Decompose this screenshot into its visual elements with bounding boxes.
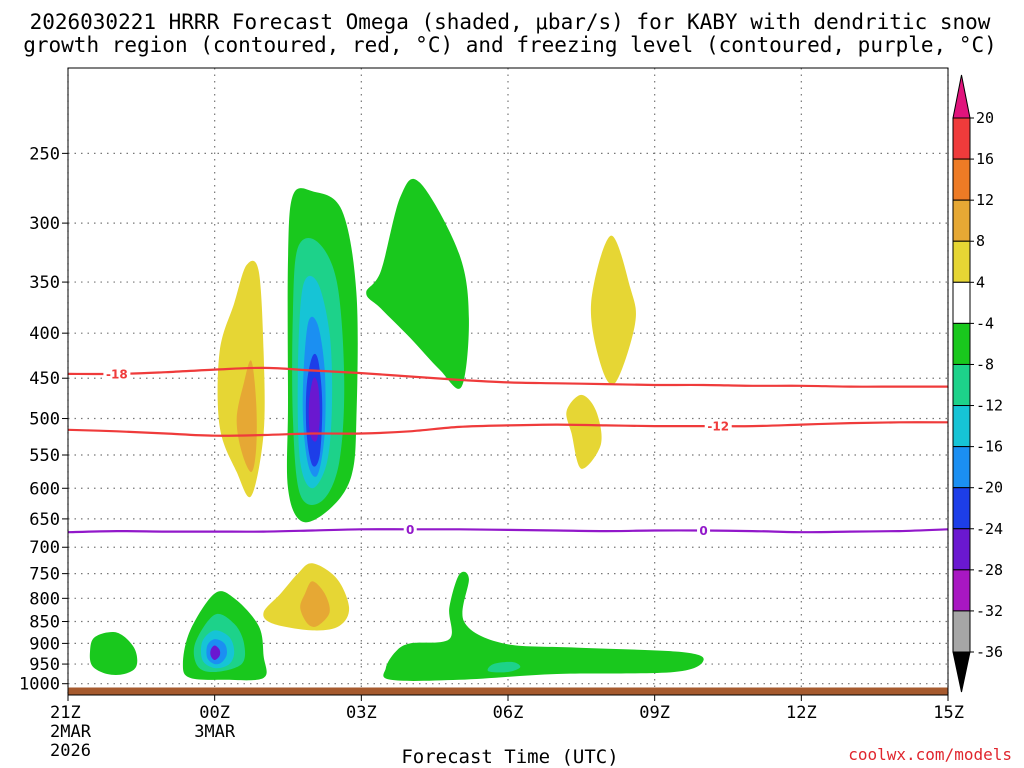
colorbar-label-7: -12	[976, 397, 1003, 415]
colorbar-label-11: -28	[976, 561, 1003, 579]
colorbar-label-6: -8	[976, 355, 994, 373]
colorbar-bin-6	[952, 363, 971, 407]
y-tick-label-950: 950	[29, 655, 60, 675]
colorbar-label-9: -20	[976, 479, 1003, 497]
omega-region-7	[217, 260, 265, 498]
y-tick-label-350: 350	[29, 273, 60, 293]
y-tick-label-700: 700	[29, 538, 60, 558]
colorbar-bottom-arrow	[952, 651, 971, 693]
contour-line-1	[67, 421, 949, 437]
y-tick-label-1000: 1000	[19, 675, 60, 695]
ground-surface	[68, 687, 948, 695]
colorbar-bin-8	[952, 446, 971, 489]
contour-label-bg-3	[697, 523, 711, 538]
x-tick-label-9: 06Z	[493, 703, 524, 723]
x-tick-label-6: 03Z	[346, 703, 377, 723]
y-tick-label-250: 250	[29, 144, 60, 164]
y-tick-label-300: 300	[29, 214, 60, 234]
x-tick-label-12: 09Z	[639, 703, 670, 723]
omega-region-18	[210, 645, 221, 660]
y-tick-label-450: 450	[29, 369, 60, 389]
contour-line-2	[67, 528, 949, 534]
x-tick-date-3: 3MAR	[194, 722, 236, 742]
x-tick-label-15: 12Z	[786, 703, 817, 723]
omega-region-8	[236, 360, 257, 473]
pressure-axis: 2503003504004505005506006507007508008509…	[19, 144, 68, 695]
y-tick-label-800: 800	[29, 589, 60, 609]
y-tick-label-600: 600	[29, 479, 60, 499]
colorbar-label-0: 20	[976, 109, 994, 127]
colorbar-bin-10	[952, 528, 971, 571]
colorbar-label-4: 4	[976, 273, 985, 291]
contour-label-0: -18	[106, 367, 128, 381]
omega-region-10	[566, 394, 602, 469]
y-tick-label-850: 850	[29, 613, 60, 633]
colorbar-label-3: 8	[976, 232, 985, 250]
omega-shaded-regions	[89, 178, 704, 681]
contour-label-bg-2	[403, 522, 417, 537]
colorbar-bin-7	[952, 405, 971, 448]
colorbar-bin-1	[952, 158, 971, 201]
x-axis-label: Forecast Time (UTC)	[401, 746, 618, 768]
y-tick-label-900: 900	[29, 634, 60, 654]
contour-label-2: 0	[406, 523, 414, 537]
omega-region-9	[590, 235, 636, 385]
colorbar-bin-2	[952, 199, 971, 242]
omega-region-13	[89, 632, 138, 675]
contour-line-0	[67, 366, 949, 388]
colorbar-bin-9	[952, 487, 971, 530]
temperature-contours: -18 -12 0 0	[67, 366, 949, 538]
y-tick-label-750: 750	[29, 565, 60, 585]
omega-region-19	[383, 571, 704, 681]
colorbar-label-13: -36	[976, 643, 1003, 661]
colorbar-label-1: 16	[976, 150, 994, 168]
omega-region-20	[487, 661, 521, 673]
y-tick-label-400: 400	[29, 324, 60, 344]
colorbar-bin-4	[952, 281, 971, 324]
contour-label-bg-0	[103, 366, 131, 381]
colorbar-bin-3	[952, 240, 971, 283]
x-tick-label-0: 21Z	[50, 703, 81, 723]
x-tick-date-0: 2MAR	[50, 722, 92, 742]
colorbar-label-10: -24	[976, 520, 1003, 538]
omega-region-6	[366, 178, 469, 389]
colorbar-bin-5	[952, 322, 971, 365]
colorbar-label-12: -32	[976, 602, 1003, 620]
title-line-1: 2026030221 HRRR Forecast Omega (shaded, …	[30, 10, 991, 34]
x-tick-label-3: 00Z	[199, 703, 230, 723]
omega-region-12	[300, 581, 330, 627]
title-line-2: growth region (contoured, red, °C) and f…	[23, 33, 997, 57]
y-tick-label-500: 500	[29, 410, 60, 430]
contour-label-1: -12	[707, 420, 729, 434]
colorbar-label-8: -16	[976, 438, 1003, 456]
colorbar-bin-0	[952, 117, 971, 160]
y-tick-label-650: 650	[29, 510, 60, 530]
x-tick-year-0: 2026	[50, 741, 91, 761]
contour-label-bg-1	[704, 419, 732, 434]
contour-label-3: 0	[699, 524, 707, 538]
colorbar-top-arrow	[952, 74, 971, 119]
omega-region-5	[308, 377, 320, 442]
colorbar-bin-12	[952, 610, 971, 653]
plot-area: -18 -12 0 0	[67, 67, 949, 696]
y-tick-label-550: 550	[29, 446, 60, 466]
credit-link[interactable]: coolwx.com/models	[848, 745, 1012, 764]
colorbar-label-2: 12	[976, 191, 994, 209]
chart-title: 2026030221 HRRR Forecast Omega (shaded, …	[23, 10, 997, 57]
colorbar-label-5: -4	[976, 314, 994, 332]
colorbar-bin-11	[952, 569, 971, 612]
x-tick-label-18: 15Z	[933, 703, 964, 723]
colorbar: 20 16 12 8 4 -4 -8 -12 -16 -20 -24 -28 -32 -36	[952, 74, 1003, 693]
